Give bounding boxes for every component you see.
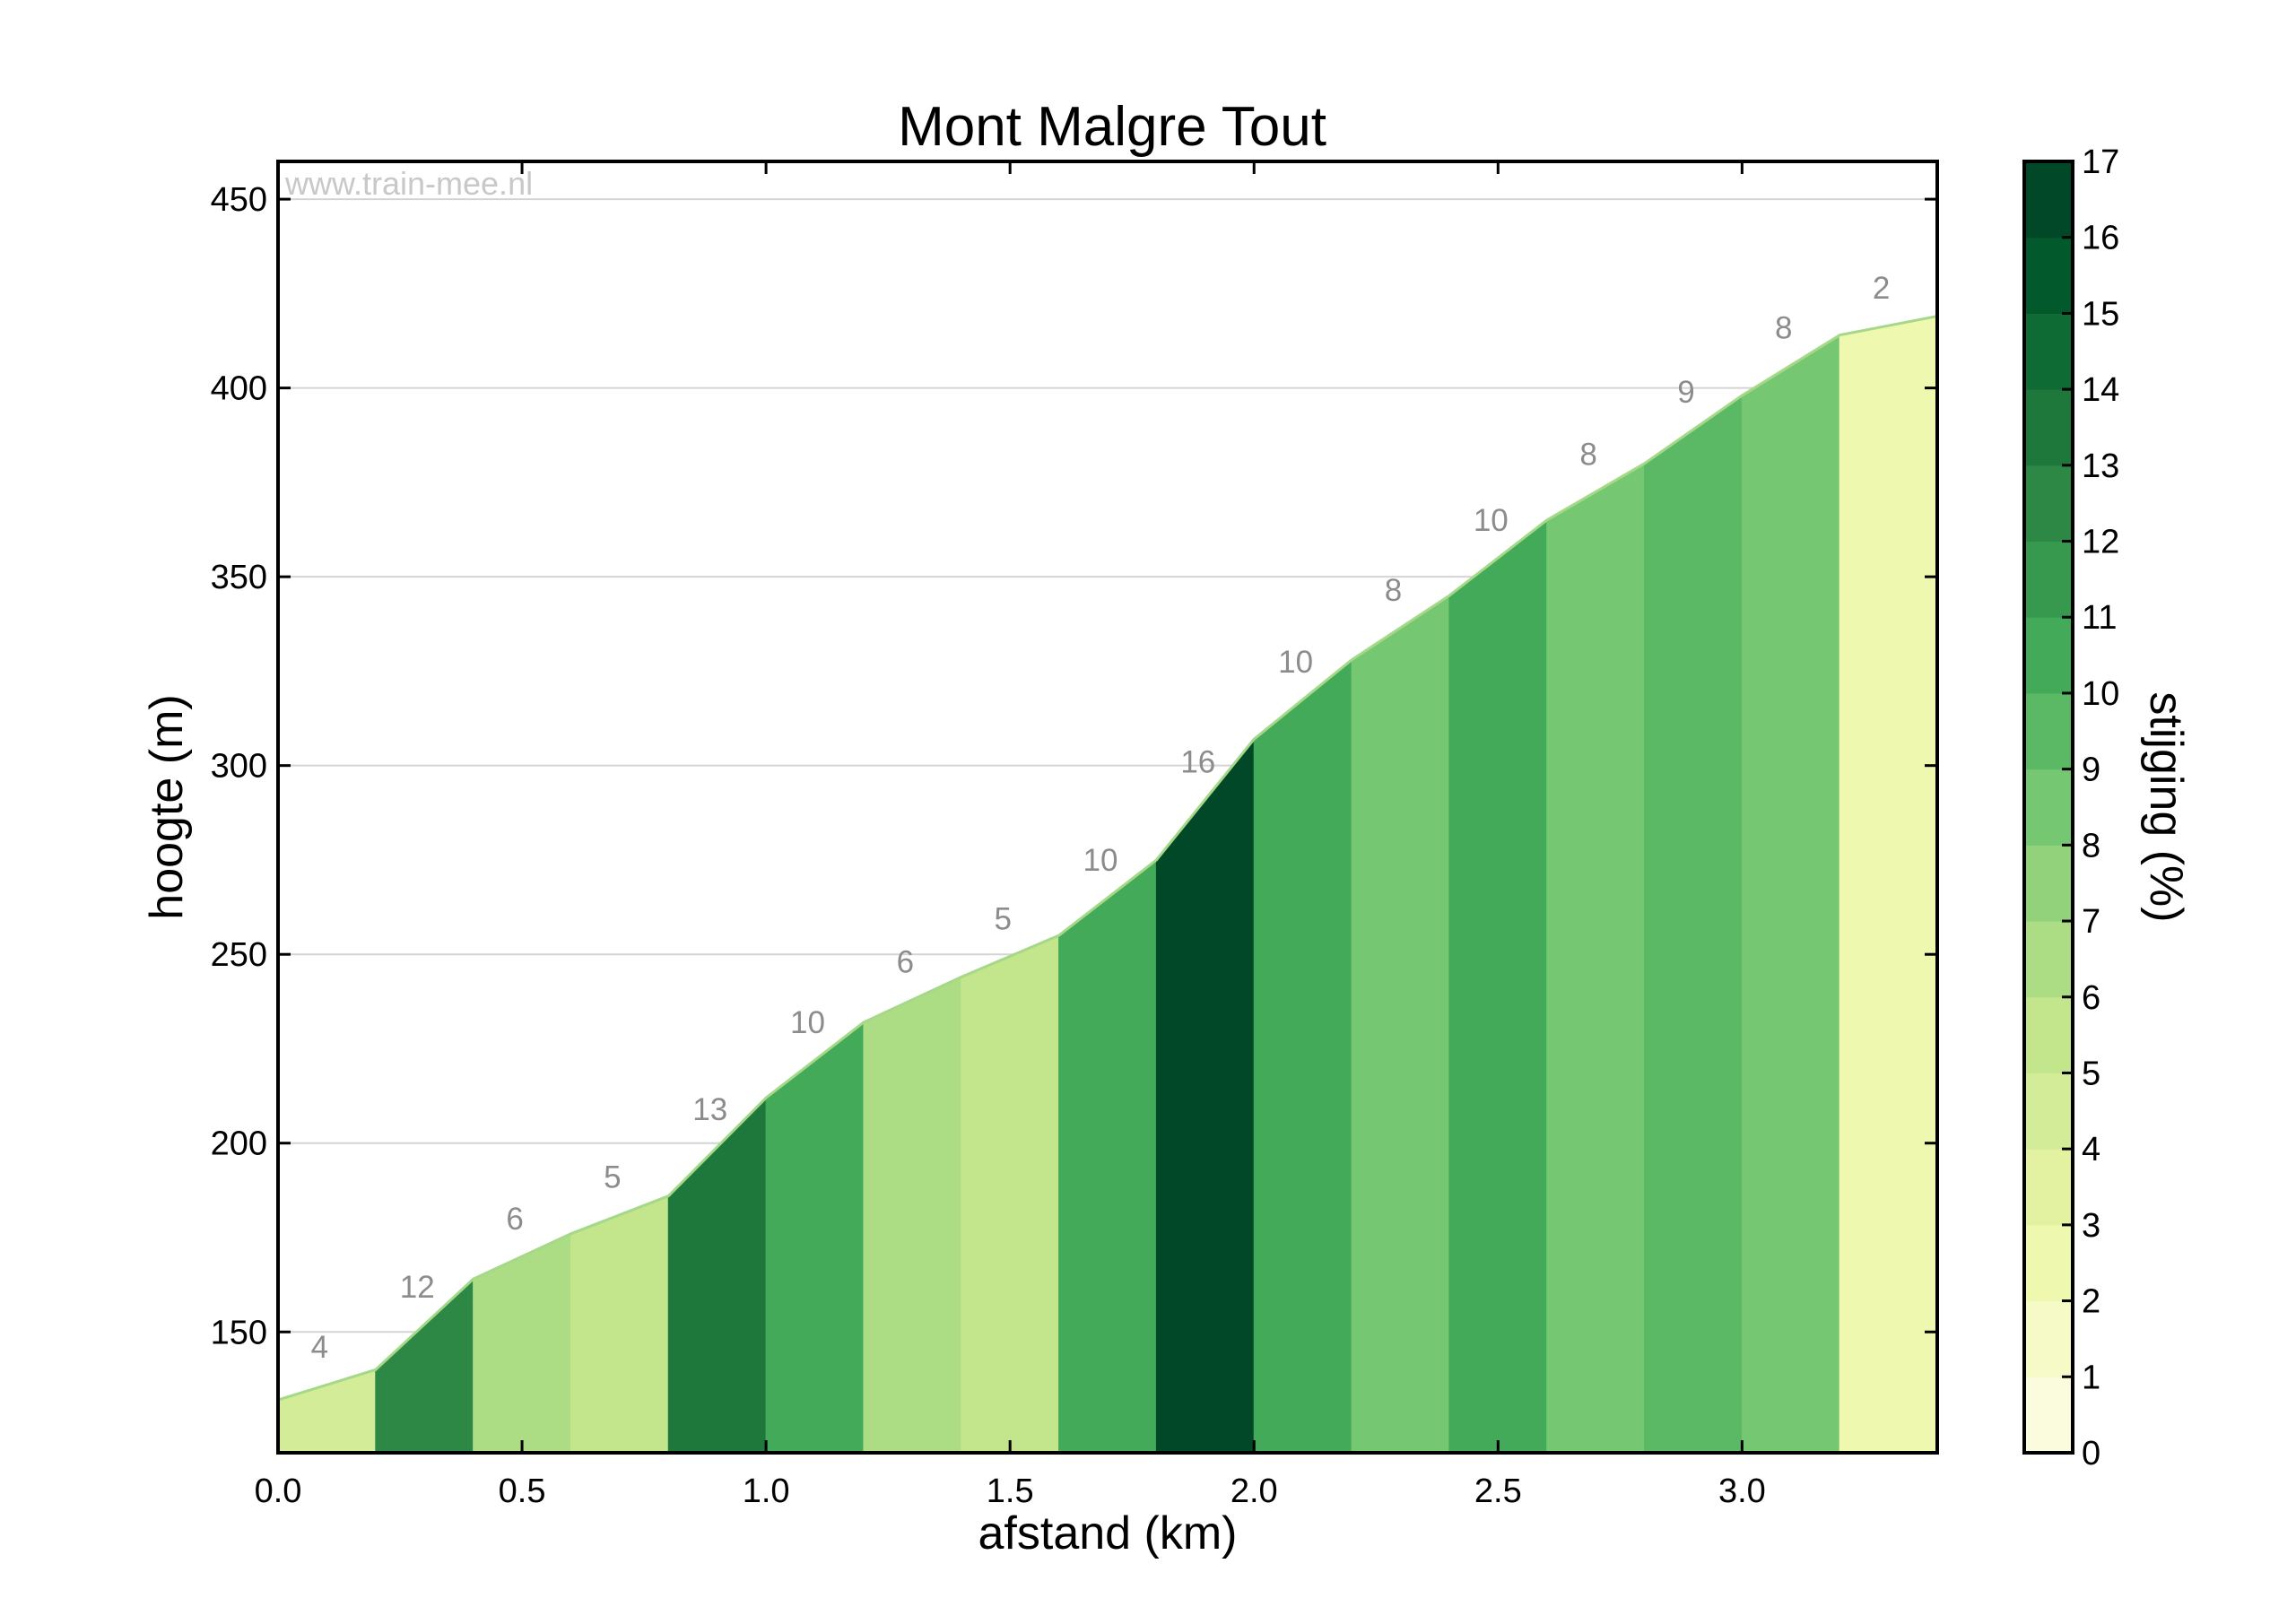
colorbar-band (2024, 769, 2073, 846)
gradient-label: 2 (1873, 271, 1890, 306)
x-tick-label: 2.0 (1231, 1472, 1278, 1510)
colorbar-tick-label: 10 (2082, 675, 2119, 713)
y-tick-label: 200 (211, 1125, 267, 1163)
gradient-segment (1839, 316, 1938, 1454)
colorbar-band (2024, 1149, 2073, 1226)
colorbar-tick-label: 15 (2082, 295, 2119, 333)
chart-title: Mont Malgre Tout (898, 96, 1326, 158)
gradient-segment (1351, 595, 1450, 1454)
colorbar-band (2024, 389, 2073, 466)
y-tick-label: 250 (211, 936, 267, 974)
gradient-label: 12 (400, 1270, 435, 1305)
gradient-segment (1644, 395, 1743, 1454)
colorbar-tick-label: 9 (2082, 751, 2100, 789)
colorbar-tick-label: 17 (2082, 143, 2119, 181)
watermark-text: www.train-mee.nl (284, 165, 533, 202)
colorbar-tick-label: 0 (2082, 1435, 2100, 1472)
gradient-label: 5 (604, 1160, 621, 1195)
colorbar-title: stijging (%) (2140, 691, 2192, 922)
colorbar-tick-label: 12 (2082, 524, 2119, 561)
x-tick-label: 0.5 (499, 1472, 546, 1510)
x-axis-title: afstand (km) (978, 1507, 1238, 1559)
gradient-label: 8 (1775, 310, 1792, 345)
gradient-segment (1546, 462, 1646, 1454)
y-axis-title: hoogte (m) (141, 694, 193, 919)
gradient-label: 6 (506, 1202, 523, 1237)
gradient-labels: 4 12 6 5 13 10 6 5 10 16 10 8 10 8 9 8 2 (311, 271, 1891, 1365)
colorbar-tick-label: 2 (2082, 1283, 2100, 1321)
y-tick-label: 400 (211, 370, 267, 408)
colorbar-band (2024, 1224, 2073, 1302)
y-tick-label: 300 (211, 748, 267, 786)
gradient-segment (1253, 658, 1352, 1454)
colorbar-frame (2022, 160, 2074, 1455)
gradient-segment (277, 1368, 377, 1454)
colorbar-tick-label: 4 (2082, 1131, 2100, 1168)
gradient-segment (863, 976, 962, 1454)
colorbar-band (2024, 1073, 2073, 1150)
colorbar-band (2024, 692, 2073, 770)
colorbar-tick-label: 6 (2082, 979, 2100, 1017)
colorbar-band (2024, 1300, 2073, 1377)
colorbar-band (2024, 845, 2073, 922)
gradient-segment (473, 1233, 571, 1454)
colorbar-band (2024, 921, 2073, 998)
gradient-segment (667, 1096, 767, 1454)
gradient-segments (277, 316, 1938, 1454)
gradient-label: 8 (1385, 573, 1402, 608)
elevation-outline (277, 315, 1938, 1402)
colorbar-band (2024, 465, 2073, 543)
x-tick-label: 1.5 (987, 1472, 1034, 1510)
x-tick-label: 3.0 (1718, 1472, 1766, 1510)
gradient-label: 9 (1677, 375, 1694, 410)
gradient-label: 6 (897, 945, 914, 980)
gradient-label: 5 (994, 901, 1011, 936)
colorbar-band (2024, 1377, 2073, 1454)
colorbar-tick-label: 14 (2082, 371, 2119, 409)
colorbar-tick-label: 7 (2082, 903, 2100, 941)
colorbar-tick-label: 16 (2082, 220, 2119, 257)
colorbar-band (2024, 541, 2073, 618)
y-tick-label: 350 (211, 559, 267, 596)
gradient-label: 16 (1180, 745, 1215, 780)
gradient-segment (1155, 737, 1255, 1454)
gradient-label: 10 (1278, 645, 1313, 680)
colorbar-tick-label: 1 (2082, 1359, 2100, 1396)
gradient-label: 13 (692, 1092, 727, 1127)
colorbar-band (2024, 996, 2073, 1073)
gradient-segment (1448, 518, 1548, 1454)
gradient-label: 8 (1579, 437, 1596, 472)
colorbar-band (2024, 161, 2073, 239)
x-tick-label: 2.5 (1474, 1472, 1522, 1510)
gradient-label: 10 (790, 1005, 825, 1040)
colorbar-tick-label: 3 (2082, 1207, 2100, 1245)
gradient-segment (1058, 858, 1157, 1454)
colorbar-tick-label: 13 (2082, 447, 2119, 485)
colorbar-band (2024, 237, 2073, 314)
elevation-line (277, 315, 1938, 1402)
gradient-segment (961, 934, 1060, 1454)
gradient-segment (375, 1278, 474, 1454)
gradient-segment (570, 1194, 669, 1454)
colorbar-band (2024, 313, 2073, 390)
colorbar-band (2024, 617, 2073, 694)
y-tick-label: 450 (211, 181, 267, 219)
colorbar-tick-label: 5 (2082, 1055, 2100, 1092)
gradient-label: 10 (1083, 843, 1118, 878)
plot-frame (276, 160, 1939, 1455)
gradient-label: 4 (311, 1330, 328, 1365)
colorbar-tick-label: 8 (2082, 827, 2100, 864)
x-tick-label: 0.0 (255, 1472, 302, 1510)
colorbar-tick-label: 11 (2082, 599, 2117, 637)
axis-ticks: 0.0 0.5 1.0 1.5 2.0 2.5 3.0 150 200 250 300 350 400 4… (211, 161, 1937, 1510)
gradient-label: 10 (1474, 503, 1509, 538)
gradient-segment (1741, 334, 1840, 1454)
y-tick-label: 150 (211, 1314, 267, 1351)
x-tick-label: 1.0 (743, 1472, 790, 1510)
